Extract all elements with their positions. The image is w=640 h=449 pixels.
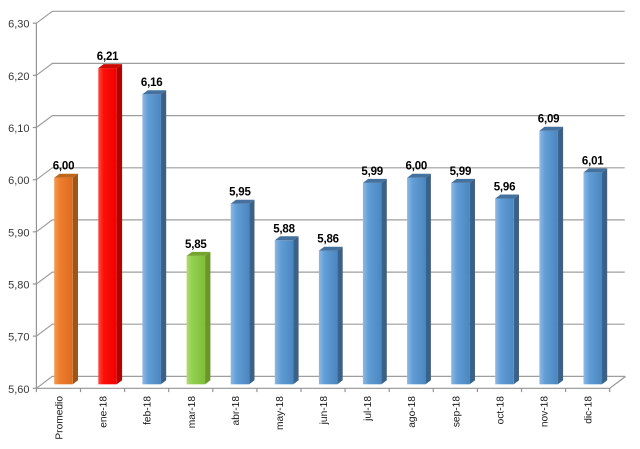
svg-text:may-18: may-18 [275,396,286,430]
svg-text:5,96: 5,96 [494,182,516,194]
svg-text:Promedio: Promedio [55,396,66,440]
svg-text:5,99: 5,99 [450,166,472,178]
svg-text:6,20: 6,20 [8,71,29,83]
svg-text:6,16: 6,16 [141,77,163,89]
svg-text:6,00: 6,00 [8,175,29,187]
svg-text:6,01: 6,01 [582,155,604,167]
svg-text:nov-18: nov-18 [540,396,551,427]
svg-text:oct-18: oct-18 [495,396,506,425]
svg-text:sep-18: sep-18 [451,396,462,427]
svg-text:6,10: 6,10 [8,123,29,135]
svg-text:5,85: 5,85 [185,239,207,251]
svg-text:6,00: 6,00 [53,161,75,173]
svg-text:6,00: 6,00 [406,161,428,173]
svg-text:5,95: 5,95 [229,187,251,199]
svg-text:mar-18: mar-18 [187,396,198,429]
svg-text:6,09: 6,09 [538,114,560,126]
svg-text:6,21: 6,21 [97,51,119,63]
svg-text:dic-18: dic-18 [584,396,595,424]
svg-text:5,70: 5,70 [8,332,29,344]
svg-text:5,86: 5,86 [317,234,339,246]
svg-text:feb-18: feb-18 [143,396,154,425]
svg-text:5,90: 5,90 [8,227,29,239]
svg-text:ene-18: ene-18 [99,396,110,428]
svg-text:abr-18: abr-18 [231,396,242,426]
svg-text:jun-18: jun-18 [319,396,330,426]
svg-text:5,80: 5,80 [8,280,29,292]
svg-text:ago-18: ago-18 [407,396,418,428]
svg-text:6,30: 6,30 [8,19,29,31]
svg-text:5,60: 5,60 [8,384,29,396]
svg-text:5,88: 5,88 [273,223,295,235]
svg-text:jul-18: jul-18 [363,396,374,422]
svg-text:5,99: 5,99 [361,166,383,178]
